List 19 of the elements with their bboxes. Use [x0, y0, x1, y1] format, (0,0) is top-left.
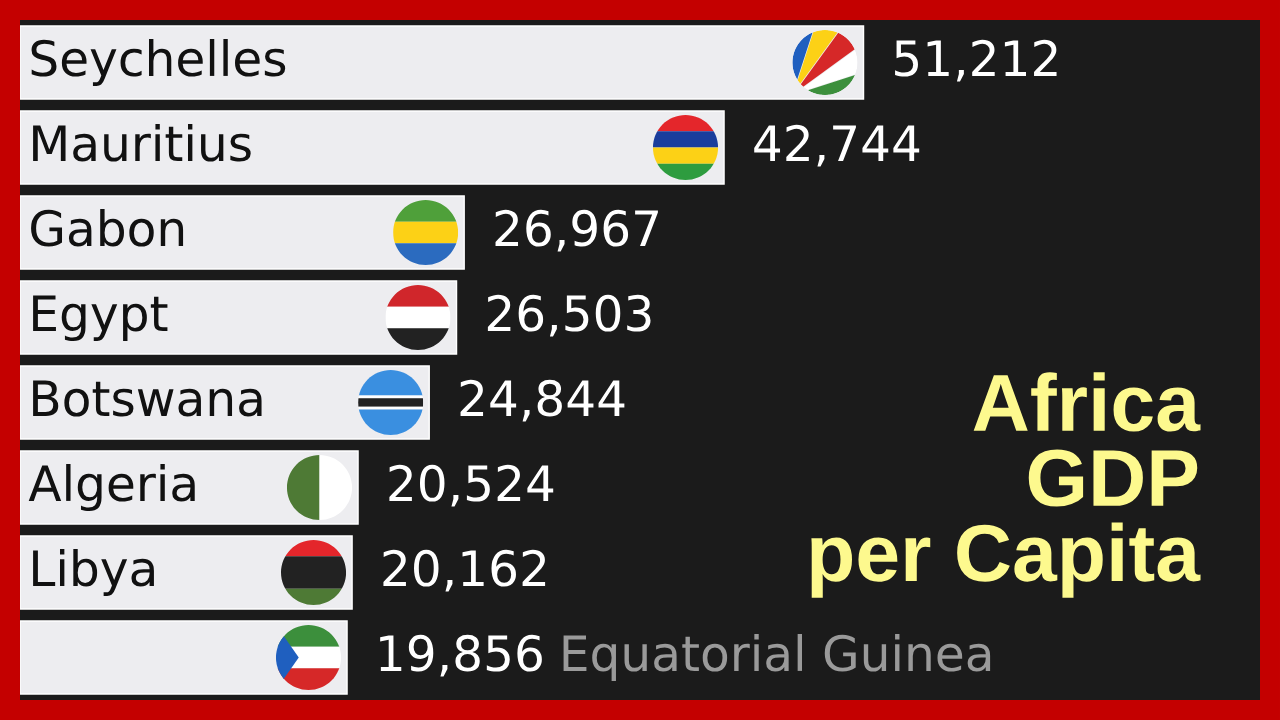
y-tick-label: Botswana [33, 380, 262, 417]
y-tick-label: Equatorial Guinea [563, 633, 991, 682]
bar [20, 110, 725, 185]
y-tick-label: Seychelles [31, 38, 286, 87]
y-tick-label: Algeria [28, 463, 195, 512]
bar [20, 25, 865, 100]
data-label: 51,212 [895, 39, 1057, 82]
y-tick-label: Egypt [33, 295, 168, 342]
text: Africa GDP per Capita [811, 372, 1201, 598]
data-label: 19,856 [380, 634, 542, 677]
y-tick-label: Libya [33, 548, 154, 597]
data-label: 20,162 [383, 549, 546, 592]
data-label: 42,744 [754, 124, 920, 167]
data-label: 26,967 [495, 209, 658, 252]
y-tick-label: Gabon [31, 208, 184, 247]
data-label: 20,524 [389, 464, 554, 507]
data-label: 26,503 [487, 294, 651, 337]
data-label: 24,844 [460, 379, 625, 422]
y-tick-label: Mauritius [33, 123, 251, 162]
